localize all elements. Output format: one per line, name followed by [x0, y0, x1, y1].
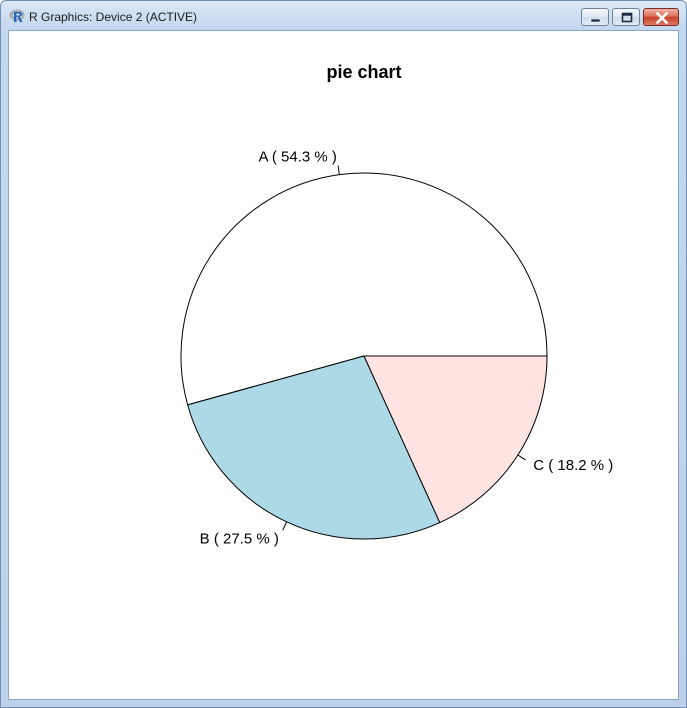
pie-slice — [363, 355, 548, 524]
label-tick — [517, 454, 526, 461]
maximize-icon — [621, 12, 633, 23]
slice-label: C ( 18.2 % ) — [533, 457, 613, 474]
label-tick — [337, 165, 340, 175]
chart-title: pie chart — [326, 62, 401, 82]
r-logo-icon — [9, 9, 25, 22]
close-button[interactable] — [643, 8, 679, 26]
close-icon — [655, 11, 669, 25]
minimize-icon — [590, 18, 601, 23]
slice-label: A ( 54.3 % ) — [259, 149, 337, 166]
maximize-button[interactable] — [612, 8, 640, 26]
pie-chart: pie chart A ( 54.3 % ) B ( 27.5 % ) C ( 18… — [180, 62, 614, 548]
slice-labels: A ( 54.3 % ) B ( 27.5 % ) C ( 18.2 % ) — [200, 149, 614, 548]
pie-slice — [187, 355, 441, 540]
graphics-device-canvas: pie chart A ( 54.3 % ) B ( 27.5 % ) C ( 18… — [8, 30, 679, 700]
label-ticks — [282, 165, 526, 531]
title-bar[interactable]: R Graphics: Device 2 (ACTIVE) — [1, 1, 686, 30]
pie-slices — [180, 172, 548, 540]
window-title: R Graphics: Device 2 (ACTIVE) — [29, 10, 198, 24]
slice-label: B ( 27.5 % ) — [200, 530, 279, 547]
minimize-button[interactable] — [581, 8, 609, 26]
label-tick — [282, 521, 288, 531]
